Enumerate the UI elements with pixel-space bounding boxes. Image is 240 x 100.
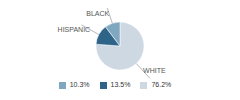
svg-text:HISPANIC: HISPANIC bbox=[58, 26, 91, 33]
svg-text:BLACK: BLACK bbox=[86, 10, 109, 17]
html-text:13.5%: 13.5% bbox=[110, 81, 131, 88]
svg-text:WHITE: WHITE bbox=[143, 67, 166, 74]
html-text:10.3%: 10.3% bbox=[69, 81, 90, 88]
html-text:76.2%: 76.2% bbox=[151, 81, 172, 88]
